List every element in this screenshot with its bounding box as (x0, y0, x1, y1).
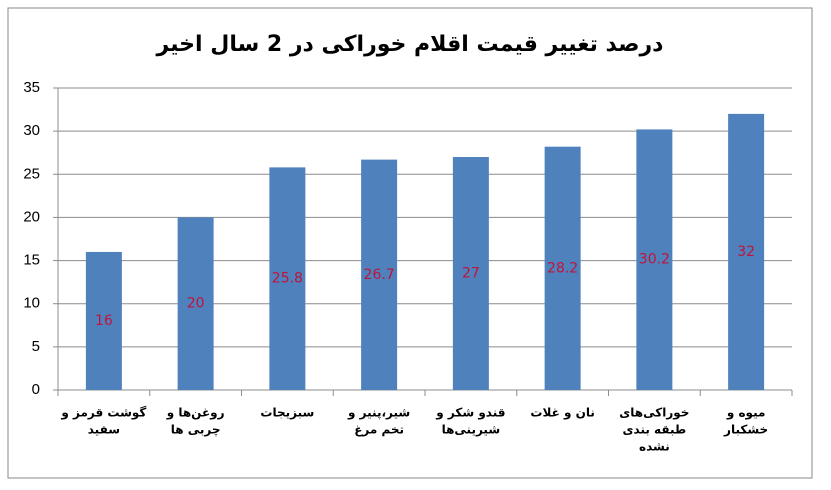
value-label: 28.2 (547, 260, 578, 276)
x-tick-label: قندو شکر و (435, 406, 505, 421)
y-tick-label: 20 (23, 208, 40, 225)
x-tick-label: خشکبار (723, 423, 768, 437)
value-label: 30.2 (639, 252, 670, 268)
x-tick-label: نشده (639, 440, 670, 454)
x-tick-label: شیر،پنیر و (347, 406, 410, 421)
x-tick-label: طبقه بندی (623, 423, 687, 437)
chart-title: درصد تغییر قیمت اقلام خوراکی در 2 سال اخ… (156, 32, 664, 57)
value-label: 32 (737, 244, 755, 260)
bar (177, 217, 214, 390)
bar (728, 113, 765, 390)
bar (544, 146, 581, 390)
bar (85, 251, 122, 390)
y-tick-label: 35 (23, 79, 40, 96)
x-tick-label: تخم مرغ (354, 423, 404, 437)
x-tick-label: سبزیجات (260, 406, 314, 420)
x-tick-label: نان و غلات (530, 406, 594, 421)
value-label: 20 (187, 296, 205, 312)
x-tick-label: سفید (88, 423, 120, 437)
x-tick-label: خوراکی‌های (619, 406, 689, 421)
value-label: 16 (95, 313, 113, 329)
bar (361, 159, 398, 390)
value-label: 27 (462, 266, 480, 282)
y-tick-label: 10 (23, 295, 40, 312)
x-tick-label: روغن‌ها و (166, 406, 225, 421)
y-tick-label: 0 (32, 381, 40, 398)
bar (452, 157, 489, 390)
frame (7, 7, 813, 479)
value-label: 25.8 (272, 271, 303, 287)
bar (636, 129, 673, 390)
x-tick-label: میوه و (726, 406, 766, 421)
bar (269, 167, 306, 390)
x-tick-label: چربی ها (171, 423, 221, 437)
y-tick-label: 30 (23, 122, 40, 139)
y-tick-label: 5 (32, 338, 40, 355)
x-tick-label: شیرینی‌ها (442, 423, 501, 437)
y-tick-label: 15 (23, 252, 40, 269)
y-tick-label: 25 (23, 165, 40, 182)
x-tick-label: گوشت قرمز و (60, 406, 146, 421)
value-label: 26.7 (364, 267, 395, 283)
